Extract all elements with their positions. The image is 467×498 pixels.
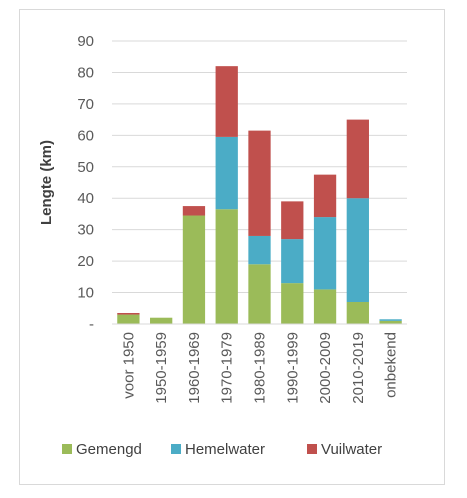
bar-segment (248, 130, 271, 236)
bar-segment (379, 320, 402, 324)
bar-segment (182, 206, 206, 216)
x-axis: voor 1950 1950-1959 1960-1969 1970-1979 1980… (112, 323, 407, 404)
legend-label: Gemengd (76, 441, 142, 458)
bar-segment (215, 136, 238, 210)
y-tick-label: 20 (77, 253, 94, 270)
bar-segment (379, 319, 402, 321)
legend-label: Hemelwater (185, 441, 265, 458)
bar-segment (281, 201, 304, 240)
y-tick-label: - (89, 316, 94, 333)
legend: Gemengd Hemelwater Vuilwater (62, 441, 382, 458)
x-tick-label: onbekend (383, 332, 400, 398)
legend-swatch (171, 444, 181, 454)
bar-segment (346, 198, 369, 302)
bar-segment (281, 283, 304, 324)
bar-segment (313, 174, 337, 218)
x-tick-label: 2010-2019 (350, 332, 367, 404)
y-tick-label: 10 (77, 285, 94, 302)
y-tick-label: 60 (77, 127, 94, 144)
y-tick-label: 30 (77, 222, 94, 239)
bar-segment (215, 209, 238, 324)
x-tick-label: 1990-1999 (284, 332, 301, 404)
bar-segment (346, 301, 369, 324)
bar-segment (313, 217, 337, 290)
bar-segment (346, 119, 369, 199)
y-tick-label: 50 (77, 159, 94, 176)
bar-segment (248, 264, 271, 324)
bar-segment (215, 66, 238, 137)
y-tick-label: 80 (77, 64, 94, 81)
bar-segment (248, 235, 271, 265)
x-tick-label: 1950-1959 (153, 332, 170, 404)
y-axis-title: Lengte (km) (38, 140, 55, 225)
bar-segment (150, 317, 173, 324)
x-tick-label: 1980-1989 (252, 332, 269, 404)
y-tick-label: 70 (77, 96, 94, 113)
x-tick-label: voor 1950 (120, 332, 137, 399)
bar-segment (313, 289, 337, 324)
legend-label: Vuilwater (321, 441, 382, 458)
bar-segment (182, 215, 206, 324)
bar-segment (281, 239, 304, 284)
x-tick-label: 1970-1979 (219, 332, 236, 404)
x-tick-label: 2000-2009 (317, 332, 334, 404)
y-tick-label: 40 (77, 190, 94, 207)
legend-swatch (62, 444, 72, 454)
x-tick-label: 1960-1969 (186, 332, 203, 404)
bars (117, 66, 402, 324)
bar-segment (117, 312, 140, 315)
legend-swatch (307, 444, 317, 454)
y-axis: - 10 20 30 40 50 60 70 80 90 (77, 33, 94, 333)
bar-segment (117, 314, 140, 324)
y-tick-label: 90 (77, 33, 94, 50)
